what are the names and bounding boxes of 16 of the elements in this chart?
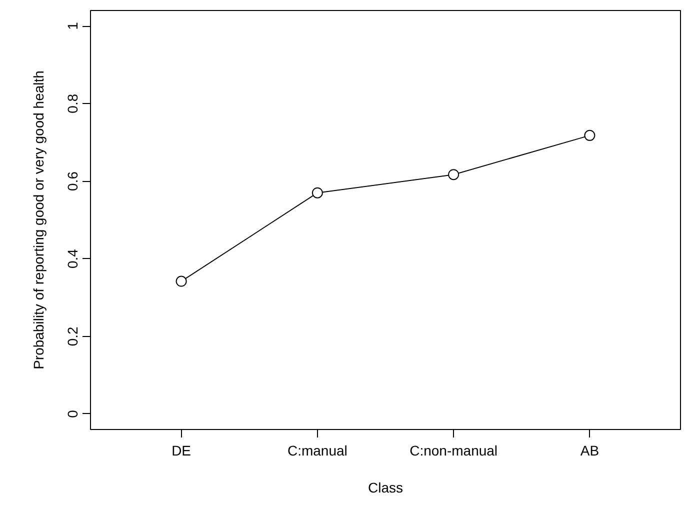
y-tick-label: 0.6 xyxy=(64,171,80,191)
point xyxy=(448,169,460,180)
x-axis-title: Class xyxy=(368,480,404,496)
x-tick-label: C:non-manual xyxy=(410,442,498,458)
y-tick-label: 0 xyxy=(64,410,80,418)
x-tick-label: AB xyxy=(580,442,600,458)
y-tick-label: 0.8 xyxy=(64,94,80,114)
point xyxy=(584,130,596,141)
y-tick-label: 0.4 xyxy=(64,248,80,269)
y-axis-title: Probability of reporting good or very good health xyxy=(30,70,46,370)
y-tick-label: 0.2 xyxy=(64,326,80,346)
point xyxy=(176,276,187,287)
y-tick-label: 1 xyxy=(64,22,80,30)
x-tick-label: DE xyxy=(172,442,192,458)
point xyxy=(312,187,323,198)
x-tick-label: C:manual xyxy=(287,442,348,458)
